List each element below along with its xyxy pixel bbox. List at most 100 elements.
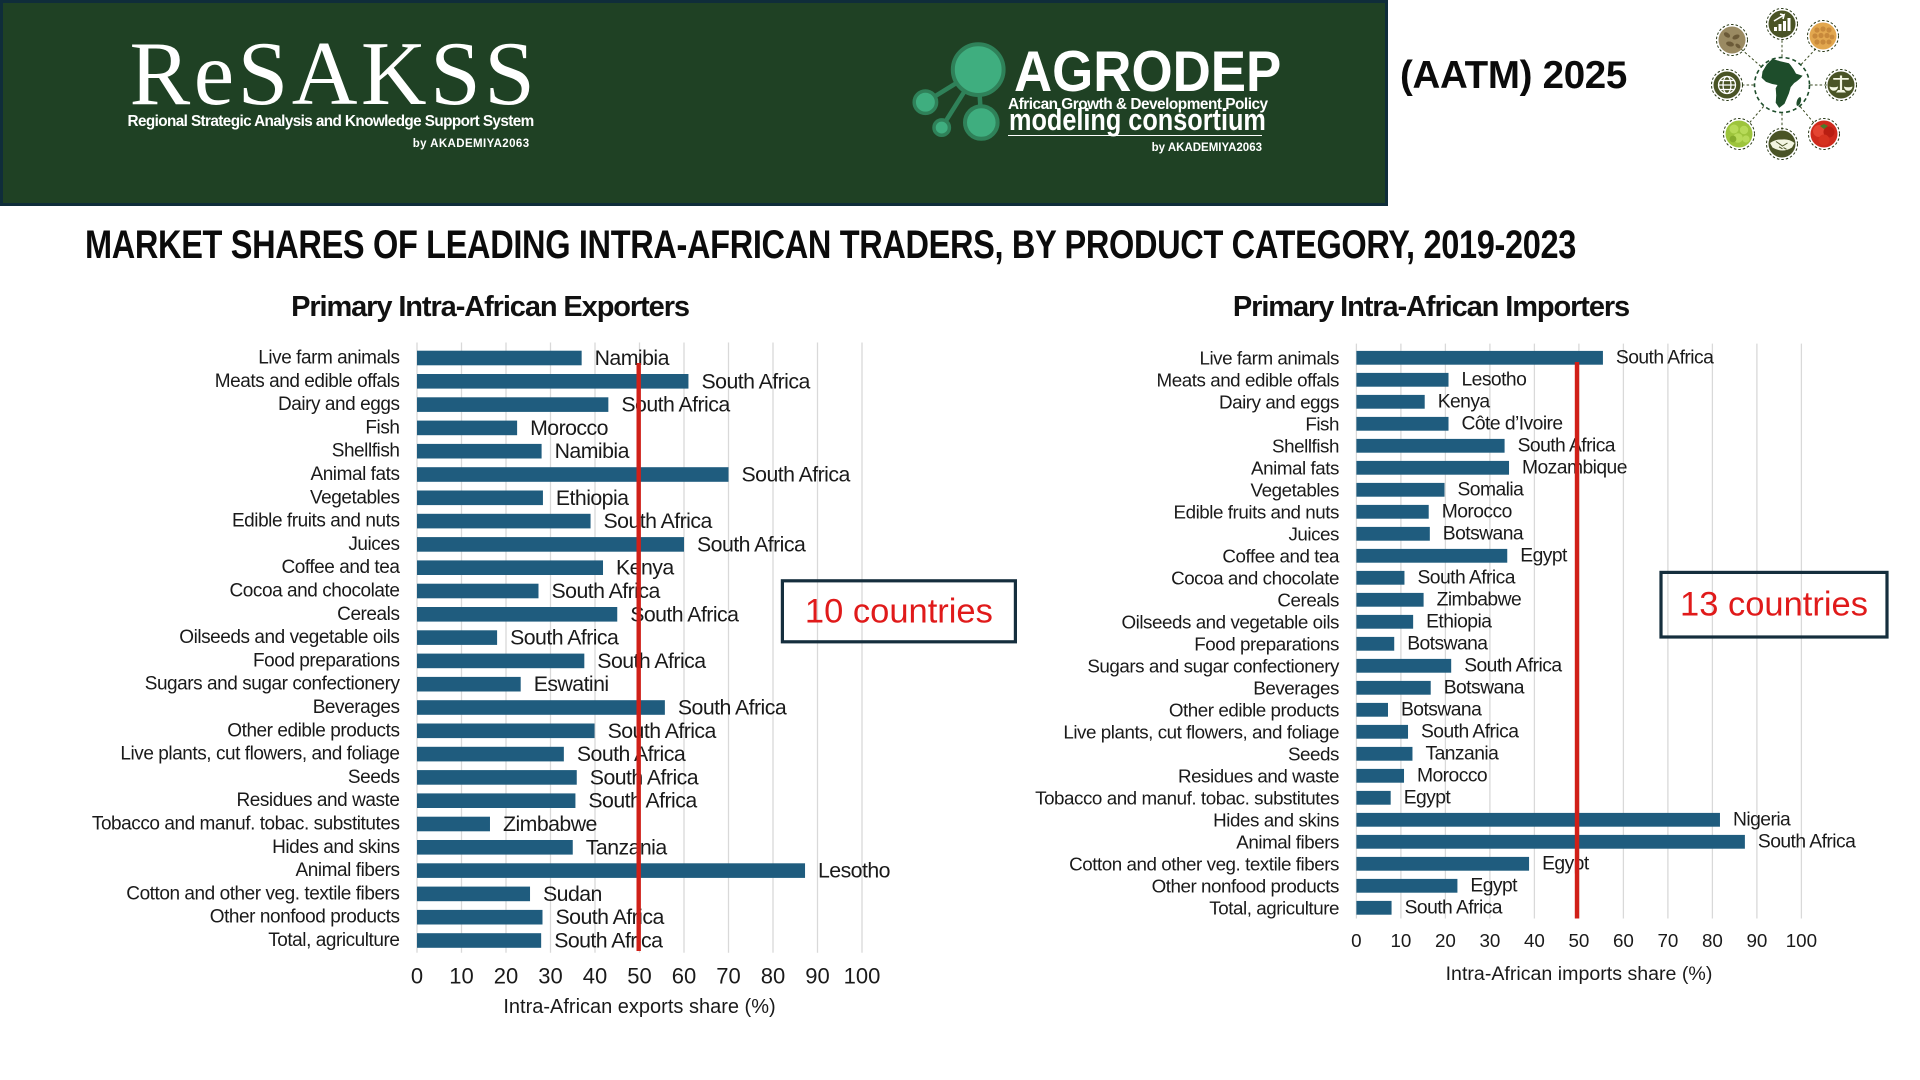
svg-text:Kenya: Kenya: [616, 556, 674, 580]
svg-text:Ethiopia: Ethiopia: [1426, 611, 1492, 632]
svg-text:Juices: Juices: [1288, 523, 1339, 544]
svg-text:Other nonfood products: Other nonfood products: [210, 907, 400, 928]
svg-text:13 countries: 13 countries: [1680, 586, 1868, 624]
svg-text:Vegetables: Vegetables: [1251, 479, 1340, 500]
svg-text:Dairy and eggs: Dairy and eggs: [278, 394, 400, 415]
svg-text:Tobacco and manuf. tobac. subs: Tobacco and manuf. tobac. substitutes: [92, 814, 400, 835]
svg-text:South Africa: South Africa: [1418, 567, 1516, 588]
svg-text:Egypt: Egypt: [1520, 545, 1568, 566]
svg-text:South Africa: South Africa: [1464, 655, 1562, 676]
svg-text:Egypt: Egypt: [1470, 875, 1518, 896]
svg-text:South Africa: South Africa: [1405, 897, 1503, 918]
svg-text:Ethiopia: Ethiopia: [556, 486, 629, 510]
svg-text:Live plants, cut flowers, and: Live plants, cut flowers, and foliage: [120, 744, 399, 765]
svg-text:Oilseeds and vegetable oils: Oilseeds and vegetable oils: [1121, 611, 1339, 632]
svg-text:Fish: Fish: [1305, 413, 1339, 434]
svg-text:30: 30: [1479, 930, 1500, 951]
svg-text:Zimbabwe: Zimbabwe: [1437, 589, 1522, 610]
svg-text:South Africa: South Africa: [577, 742, 686, 766]
svg-text:10 countries: 10 countries: [805, 592, 993, 630]
svg-text:Sugars and sugar confectionery: Sugars and sugar confectionery: [145, 674, 401, 695]
svg-text:Sudan: Sudan: [543, 882, 602, 906]
svg-text:Food preparations: Food preparations: [1194, 633, 1339, 654]
svg-text:Lesotho: Lesotho: [1462, 369, 1527, 390]
svg-text:South Africa: South Africa: [597, 649, 706, 673]
svg-text:South Africa: South Africa: [1518, 435, 1616, 456]
svg-text:South Africa: South Africa: [590, 765, 699, 789]
svg-text:Intra-African exports share (%: Intra-African exports share (%): [503, 996, 775, 1018]
svg-text:Animal fats: Animal fats: [310, 464, 399, 485]
svg-text:Somalia: Somalia: [1458, 479, 1525, 500]
svg-text:Cotton and other veg. textile: Cotton and other veg. textile fibers: [126, 883, 399, 904]
svg-text:20: 20: [1435, 930, 1456, 951]
svg-text:Meats and edible offals: Meats and edible offals: [1157, 369, 1340, 390]
svg-text:90: 90: [805, 964, 829, 989]
svg-text:Namibia: Namibia: [555, 439, 630, 463]
svg-text:Beverages: Beverages: [1253, 677, 1339, 698]
svg-text:South Africa: South Africa: [608, 719, 717, 743]
svg-text:Dairy and eggs: Dairy and eggs: [1219, 391, 1339, 412]
svg-text:80: 80: [761, 964, 785, 989]
svg-text:30: 30: [538, 964, 562, 989]
svg-text:40: 40: [583, 964, 607, 989]
svg-text:Total, agriculture: Total, agriculture: [268, 930, 399, 951]
svg-text:Botswana: Botswana: [1443, 523, 1524, 544]
svg-text:Sugars and sugar confectionery: Sugars and sugar confectionery: [1087, 655, 1340, 676]
svg-text:Juices: Juices: [348, 534, 399, 555]
svg-text:Tobacco and manuf. tobac. subs: Tobacco and manuf. tobac. substitutes: [1035, 787, 1339, 808]
svg-text:Oilseeds and vegetable oils: Oilseeds and vegetable oils: [179, 627, 399, 648]
svg-text:Botswana: Botswana: [1401, 699, 1482, 720]
svg-text:Live farm animals: Live farm animals: [1199, 347, 1339, 368]
svg-text:60: 60: [672, 964, 696, 989]
svg-text:South Africa: South Africa: [630, 602, 739, 626]
svg-text:50: 50: [627, 964, 651, 989]
svg-text:0: 0: [411, 964, 423, 989]
svg-text:Live farm animals: Live farm animals: [258, 348, 399, 369]
svg-text:60: 60: [1613, 930, 1634, 951]
svg-text:Shellfish: Shellfish: [1272, 435, 1339, 456]
svg-text:South Africa: South Africa: [678, 696, 787, 720]
svg-text:Edible fruits and nuts: Edible fruits and nuts: [232, 511, 400, 532]
svg-text:Coffee and tea: Coffee and tea: [1222, 545, 1340, 566]
svg-text:Beverages: Beverages: [313, 697, 400, 718]
svg-text:Morocco: Morocco: [1442, 501, 1512, 522]
svg-text:South Africa: South Africa: [742, 463, 851, 487]
svg-text:Vegetables: Vegetables: [310, 487, 400, 508]
svg-text:South Africa: South Africa: [588, 789, 697, 813]
svg-text:Eswatini: Eswatini: [534, 672, 609, 696]
svg-text:40: 40: [1524, 930, 1545, 951]
svg-text:70: 70: [1657, 930, 1678, 951]
svg-text:South Africa: South Africa: [556, 905, 665, 929]
svg-text:Edible fruits and nuts: Edible fruits and nuts: [1174, 501, 1340, 522]
svg-text:Hides and skins: Hides and skins: [272, 837, 399, 858]
svg-text:Other edible products: Other edible products: [227, 720, 399, 741]
svg-text:Intra-African imports share (%: Intra-African imports share (%): [1446, 963, 1713, 985]
svg-text:100: 100: [1786, 930, 1817, 951]
svg-text:South Africa: South Africa: [604, 509, 713, 533]
svg-text:South Africa: South Africa: [1616, 347, 1714, 368]
svg-text:90: 90: [1746, 930, 1767, 951]
svg-text:South Africa: South Africa: [552, 579, 661, 603]
svg-text:Cocoa and chocolate: Cocoa and chocolate: [230, 581, 400, 602]
svg-text:50: 50: [1568, 930, 1589, 951]
svg-text:South Africa: South Africa: [702, 369, 811, 393]
svg-text:Live plants, cut flowers, and: Live plants, cut flowers, and foliage: [1063, 721, 1339, 742]
svg-text:100: 100: [844, 964, 881, 989]
svg-text:0: 0: [1351, 930, 1361, 951]
svg-text:80: 80: [1702, 930, 1723, 951]
svg-text:Morocco: Morocco: [1417, 765, 1487, 786]
svg-text:Morocco: Morocco: [530, 416, 608, 440]
svg-text:South Africa: South Africa: [1421, 721, 1519, 742]
svg-text:Shellfish: Shellfish: [332, 441, 400, 462]
svg-text:Kenya: Kenya: [1438, 391, 1491, 412]
svg-text:South Africa: South Africa: [554, 929, 663, 953]
svg-text:Cocoa and chocolate: Cocoa and chocolate: [1171, 567, 1339, 588]
svg-text:Botswana: Botswana: [1407, 633, 1488, 654]
svg-text:Other nonfood products: Other nonfood products: [1152, 875, 1339, 896]
svg-text:South Africa: South Africa: [697, 532, 806, 556]
svg-text:Tanzania: Tanzania: [1426, 743, 1500, 764]
svg-text:Cotton and other veg. textile: Cotton and other veg. textile fibers: [1069, 853, 1339, 874]
svg-text:Cereals: Cereals: [1277, 589, 1339, 610]
svg-text:Primary Intra-African Exporter: Primary Intra-African Exporters: [291, 291, 689, 323]
svg-text:20: 20: [494, 964, 518, 989]
